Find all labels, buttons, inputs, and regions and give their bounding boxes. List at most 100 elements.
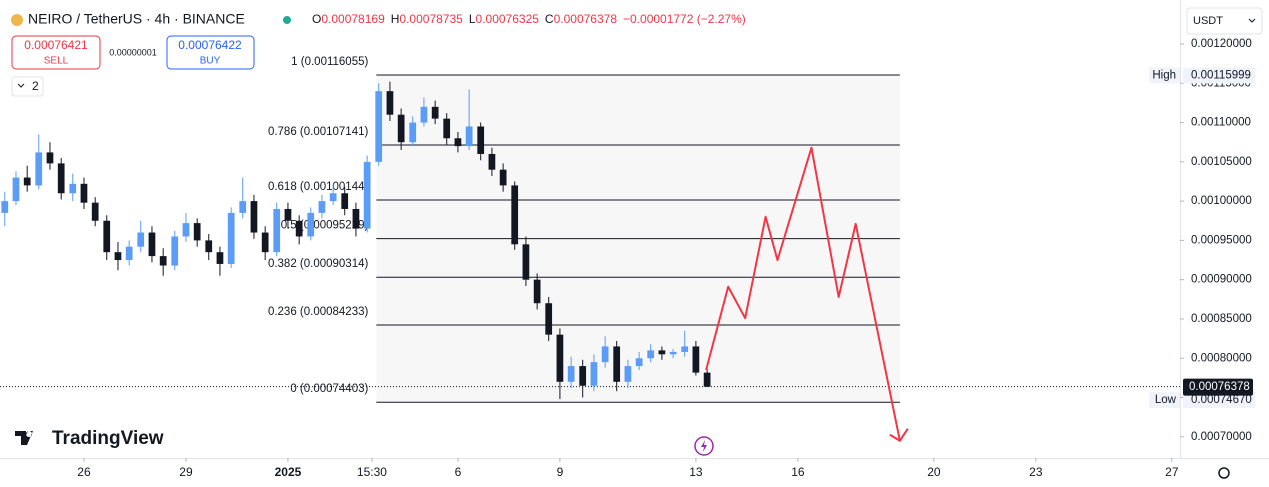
candle-body [386,91,394,115]
candle-body [171,236,179,266]
candle-body [431,106,439,119]
candle-body [375,91,383,162]
candle-body [239,201,247,213]
candle-body [159,256,167,266]
candle-body [669,351,677,355]
candle-body [658,350,666,355]
candle-body [23,177,31,186]
candle-body [454,138,462,147]
buy-price: 0.00076422 [178,38,242,52]
candle-body [352,208,360,229]
chevron [17,83,25,88]
x-tick-label: 16 [791,465,805,479]
candle-body [511,185,519,245]
candle-body [624,366,632,382]
candle-body [601,346,609,363]
spread: 0.00000001 [109,47,157,57]
x-tick-label: 23 [1029,465,1043,479]
x-tick-label: 9 [557,465,564,479]
marker-price: 0.00074670 [1191,394,1252,406]
logo: TradingView [15,428,164,449]
ohlc-o-label: O [312,12,321,26]
y-tick-label: 0.00120000 [1191,38,1252,50]
candle-body [465,126,473,147]
logo-mark [15,431,33,445]
candle-body [443,118,451,139]
buy-label: BUY [200,56,221,67]
candle-body [12,177,20,202]
marker-name-bg [1149,392,1180,409]
candle-body [205,240,213,253]
ohlc-c-label: C [545,12,554,26]
candle-body [556,334,564,382]
y-tick-label: 0.00100000 [1191,195,1252,207]
symbol-icon [11,14,23,26]
ohlc-change: −0.00001772 (−2.27%) [623,12,746,26]
candle-body [397,114,405,143]
indicators-toggle[interactable] [11,76,44,97]
symbol-title[interactable]: NEIRO / TetherUS · 4h · BINANCE [28,11,245,27]
marker-price-bg [1183,67,1255,84]
candle-body [227,212,235,264]
candle-body [80,183,88,203]
currency: USDT [1193,15,1223,27]
candle-body [193,223,201,241]
y-tick-label: 0.00085000 [1191,313,1252,325]
candle-body [1,201,9,213]
ohlc-l-label: L [469,12,476,26]
ohlc-open: 0.00078169 [321,12,385,26]
market-status [283,16,291,24]
settings-icon[interactable] [1218,467,1230,479]
ohlc-close: 0.00076378 [554,12,618,26]
x-tick-label: 29 [179,465,193,479]
bolt [701,440,707,452]
sell-label: SELL [44,56,69,67]
overlay: NEIRO / TetherUS · 4h · BINANCE O0.00078… [11,7,1263,479]
candle-body [295,220,303,237]
y-tick-label: 0.00070000 [1191,431,1252,443]
candle-body [579,366,587,386]
sell-price: 0.00076421 [24,38,88,52]
sell-button[interactable] [11,35,101,70]
candle-body [318,201,326,213]
candle-body [148,232,156,257]
candle-body [488,153,496,170]
y-tick-label: 0.00095000 [1191,234,1252,246]
candle-body [35,152,43,186]
candle-body [409,122,417,143]
candle-body [57,163,65,194]
candle-body [91,202,99,221]
buy-button[interactable] [166,35,255,70]
candle-body [284,208,292,221]
fib-label: 0 (0.00074403) [290,383,368,395]
fib-label: 0.382 (0.00090314) [268,258,369,270]
fib-label: 0.786 (0.00107141) [268,126,369,138]
logo-text: TradingView [52,428,164,449]
candle-body [499,169,507,186]
x-tick-label: 27 [1165,465,1179,479]
candle-body [125,246,133,261]
x-tick-label: 26 [77,465,91,479]
y-tick-label: 0.00090000 [1191,274,1252,286]
y-tick-label: 0.00105000 [1191,156,1252,168]
candle-body [216,252,224,264]
candle-body [250,201,258,233]
candle-body [681,346,689,352]
fib-label: 0.5 (0.00095229) [281,220,369,232]
x-tick-label: 6 [455,465,462,479]
currency-select[interactable] [1186,7,1263,35]
forecast-arrowhead [889,428,909,443]
chevron [1248,18,1256,23]
marker-price-bg [1183,392,1255,409]
x-tick-label: 20 [927,465,941,479]
candle-body [477,126,485,154]
candle-body [363,161,371,229]
candle-body [114,252,122,261]
candle-body [635,358,643,367]
candle-body [567,366,575,382]
candle-body [420,106,428,123]
x-tick-label: 15:30 [357,465,387,479]
y-tick-label: 0.00080000 [1191,352,1252,364]
